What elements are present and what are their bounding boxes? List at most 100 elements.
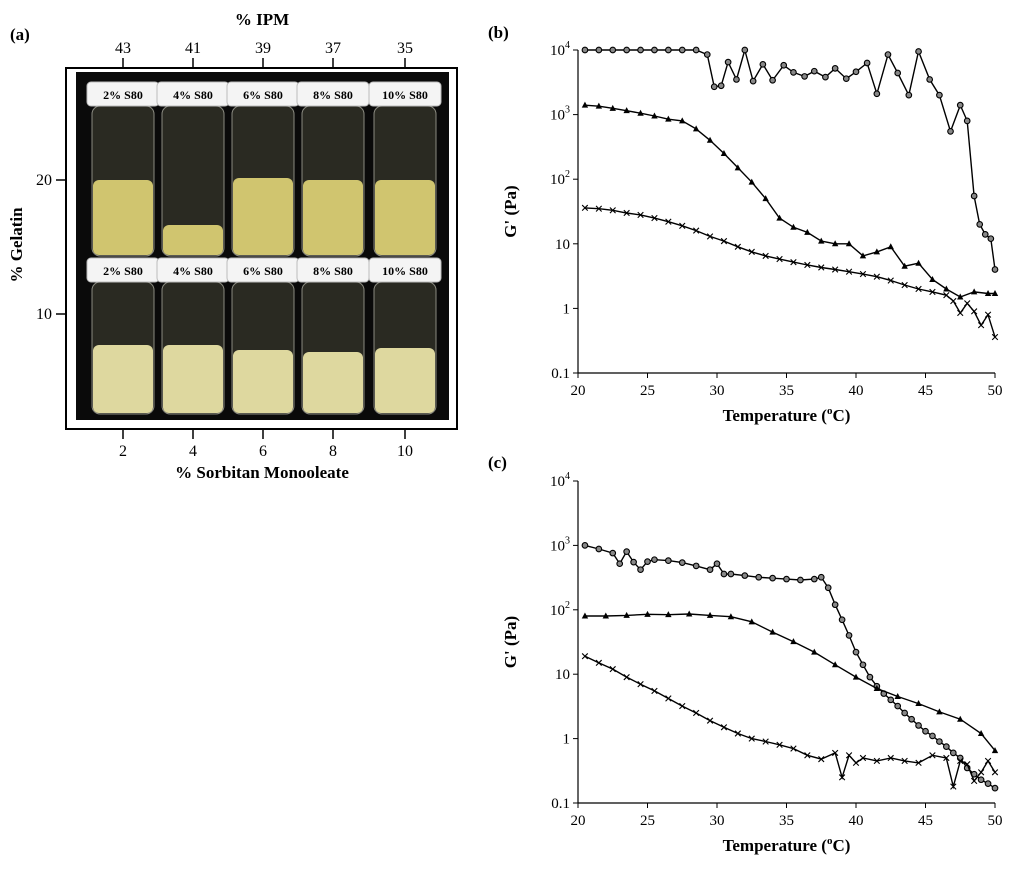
vial-cap (368, 81, 442, 107)
data-point (762, 252, 769, 260)
data-point (776, 741, 783, 749)
vial-cap-label: 6% S80 (243, 264, 283, 278)
data-point (644, 558, 651, 565)
data-point (887, 754, 894, 762)
y-tick-label: 104 (550, 471, 570, 490)
data-point (970, 777, 978, 785)
data-point (818, 264, 825, 271)
data-point (936, 738, 943, 745)
data-point (630, 558, 637, 566)
chart-c: (c) 20 25 30 35 40 45 50 0.1 1 10 102 103 104 Temperat… (488, 453, 1003, 855)
vial-fluid (93, 345, 153, 413)
y-tick-label: 103 (550, 535, 570, 554)
data-point (703, 51, 711, 58)
data-point (679, 222, 686, 229)
data-point (845, 752, 853, 759)
vial: 2% S80 (86, 81, 160, 257)
data-point (637, 109, 644, 116)
data-point (623, 209, 630, 217)
data-point (581, 204, 589, 212)
data-point (692, 709, 700, 717)
vial-cap-label: 8% S80 (313, 264, 353, 278)
data-point (686, 610, 693, 617)
data-point (678, 559, 686, 566)
y-axis-label: G' (Pa) (501, 616, 520, 668)
data-point (623, 673, 630, 681)
data-point (637, 680, 644, 688)
data-point (915, 700, 922, 707)
data-point (831, 601, 839, 609)
data-point (623, 107, 630, 114)
data-point (595, 659, 603, 667)
data-point (804, 261, 811, 269)
data-point (929, 276, 936, 283)
data-point (581, 542, 589, 549)
data-point (970, 192, 978, 200)
data-point (957, 309, 964, 317)
data-point (822, 73, 829, 81)
data-point (887, 696, 895, 704)
data-point (838, 774, 846, 781)
data-point (790, 69, 797, 76)
data-point (942, 743, 950, 750)
data-point (679, 702, 686, 710)
data-point (755, 573, 763, 581)
series-line (584, 207, 996, 338)
data-point (977, 776, 985, 784)
vial-fluid (233, 178, 293, 255)
bottom-tick-label: 4 (189, 443, 197, 460)
data-point (915, 259, 922, 266)
data-point (976, 221, 984, 228)
data-point (873, 248, 881, 255)
data-point (790, 223, 797, 230)
data-point (984, 780, 992, 787)
data-point (873, 273, 881, 280)
left-axis-title: % Gelatin (7, 207, 26, 283)
data-point (595, 205, 603, 212)
data-point (692, 125, 700, 132)
vial-fluid (303, 352, 363, 413)
data-point (884, 51, 892, 58)
data-point (776, 255, 783, 263)
data-point (991, 747, 999, 754)
data-point (734, 164, 742, 171)
data-point (706, 136, 714, 143)
panel-a-ticks: 43 2 41 4 39 6 37 8 35 10 20 10 (36, 40, 413, 460)
data-point (842, 75, 850, 83)
data-point (602, 612, 609, 619)
data-point (762, 738, 769, 745)
y-tick-label: 0.1 (551, 796, 570, 812)
data-point (609, 549, 617, 557)
top-tick-label: 41 (185, 40, 201, 57)
data-point (915, 285, 922, 293)
data-point (651, 46, 658, 54)
data-point (873, 90, 881, 98)
x-tick-label: 40 (849, 383, 864, 399)
x-tick-label: 30 (710, 383, 725, 399)
data-point (769, 628, 776, 635)
data-point (873, 757, 881, 765)
data-point (706, 566, 714, 574)
data-point (651, 556, 658, 564)
data-point (720, 149, 728, 156)
data-point (817, 573, 825, 581)
y-tick-label: 10 (555, 667, 570, 683)
vial-fluid (163, 345, 223, 413)
vial-cap (368, 257, 442, 283)
vial-fluid (303, 180, 363, 255)
y-tick-label: 103 (550, 105, 570, 124)
data-point (741, 572, 749, 579)
data-point (748, 735, 755, 742)
vial-cap-label: 2% S80 (103, 264, 143, 278)
data-point (963, 117, 971, 125)
x-tick-label: 45 (918, 383, 933, 399)
data-point (609, 207, 616, 214)
data-point (720, 724, 728, 731)
data-point (970, 308, 978, 315)
panel-label: (b) (488, 23, 509, 42)
x-tick-label: 25 (640, 813, 655, 829)
bottom-tick-label: 6 (259, 443, 267, 460)
data-point (769, 76, 776, 84)
vial-fluid (163, 225, 223, 255)
